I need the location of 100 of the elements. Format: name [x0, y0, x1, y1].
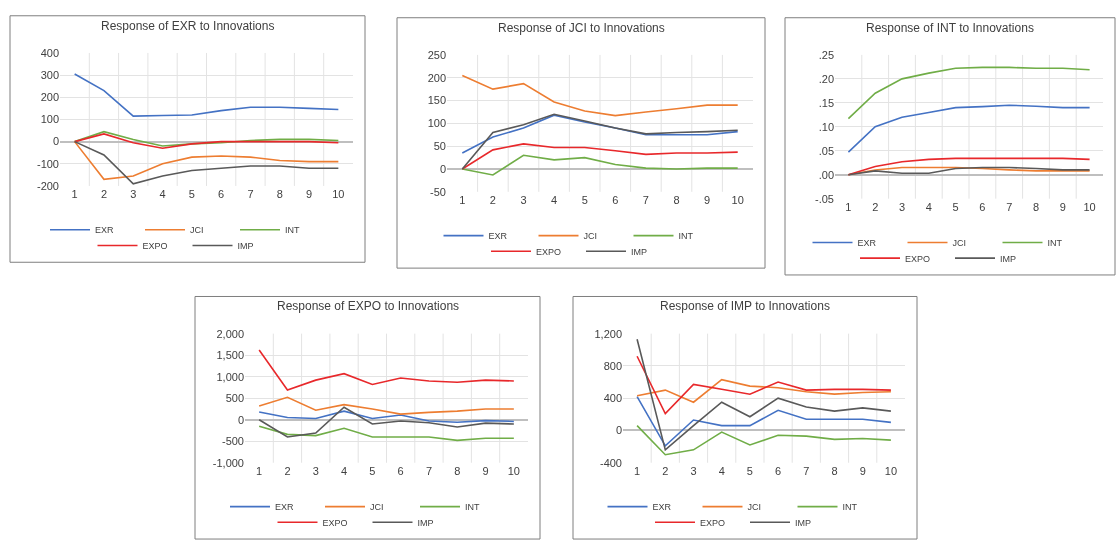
- y-tick-label: 100: [427, 117, 446, 130]
- chart-title: Response of INT to Innovations: [866, 21, 1034, 35]
- x-tick-label: 5: [746, 464, 753, 477]
- x-tick-label: 3: [130, 187, 137, 200]
- legend-label: EXPO: [905, 253, 931, 264]
- legend-label: EXPO: [142, 240, 168, 251]
- x-tick-label: 1: [634, 464, 641, 477]
- legend-label: JCI: [370, 502, 384, 513]
- line-series: [847, 157, 1091, 176]
- y-tick-label: -.05: [815, 192, 834, 205]
- line-series: [847, 66, 1091, 120]
- y-tick-label: 1,500: [216, 349, 244, 362]
- y-tick-label: .10: [818, 120, 834, 133]
- y-tick-label: 400: [40, 46, 59, 59]
- x-tick-label: 2: [284, 464, 291, 477]
- legend-label: IMP: [237, 240, 254, 251]
- x-tick-label: 1: [256, 464, 263, 477]
- chart-title: Response of EXR to Innovations: [101, 19, 275, 33]
- legend-label: EXR: [652, 502, 672, 513]
- legend-label: INT: [285, 225, 300, 236]
- legend-label: EXPO: [322, 517, 348, 528]
- y-tick-label: 300: [40, 68, 59, 81]
- x-tick-label: 3: [520, 193, 527, 206]
- x-tick-label: 6: [397, 464, 404, 477]
- legend-label: EXPO: [536, 246, 562, 257]
- x-tick-label: 10: [332, 187, 345, 200]
- x-tick-label: 10: [1083, 200, 1096, 213]
- line-series: [73, 73, 340, 117]
- x-tick-label: 9: [482, 464, 489, 477]
- line-series: [636, 424, 892, 456]
- x-tick-label: 5: [952, 200, 959, 213]
- x-tick-label: 7: [425, 464, 433, 477]
- legend-label: EXR: [488, 231, 508, 242]
- x-tick-label: 6: [775, 464, 782, 477]
- x-tick-label: 8: [831, 464, 838, 477]
- x-tick-label: 9: [859, 464, 866, 477]
- chart-title: Response of IMP to Innovations: [660, 299, 830, 313]
- legend-label: EXR: [857, 238, 877, 249]
- legend-label: JCI: [747, 502, 761, 513]
- y-tick-label: .00: [818, 168, 834, 181]
- line-series: [461, 114, 739, 154]
- x-tick-label: 2: [872, 200, 879, 213]
- x-tick-label: 6: [218, 187, 225, 200]
- y-tick-label: 2,000: [216, 327, 244, 340]
- y-tick-label: 0: [52, 135, 59, 148]
- legend-label: IMP: [795, 517, 812, 528]
- x-tick-label: 4: [551, 193, 558, 206]
- line-series: [847, 166, 1091, 176]
- y-tick-label: 400: [603, 392, 622, 405]
- x-tick-label: 1: [459, 193, 466, 206]
- x-tick-label: 4: [159, 187, 166, 200]
- y-tick-label: -500: [221, 435, 244, 448]
- x-tick-label: 7: [803, 464, 810, 477]
- x-tick-label: 8: [1032, 200, 1040, 213]
- x-tick-label: 8: [673, 193, 680, 206]
- legend-label: EXPO: [700, 517, 726, 528]
- x-tick-label: 9: [1059, 200, 1066, 213]
- x-tick-label: 5: [188, 187, 195, 200]
- legend-label: IMP: [417, 517, 434, 528]
- legend-label: INT: [1047, 238, 1063, 249]
- legend-label: JCI: [583, 231, 597, 242]
- y-tick-label: 200: [40, 91, 59, 104]
- x-tick-label: 7: [1006, 200, 1013, 213]
- x-tick-label: 3: [312, 464, 319, 477]
- line-series: [847, 104, 1091, 153]
- x-tick-label: 10: [884, 464, 898, 477]
- y-tick-label: 0: [615, 424, 622, 437]
- x-tick-label: 9: [704, 193, 711, 206]
- legend-label: IMP: [1000, 253, 1017, 264]
- y-tick-label: 1,200: [594, 327, 622, 340]
- y-tick-label: -1,000: [212, 456, 244, 469]
- y-tick-label: 200: [427, 71, 446, 84]
- legend-label: IMP: [631, 246, 648, 257]
- y-tick-label: 50: [433, 140, 446, 153]
- x-tick-label: 6: [612, 193, 619, 206]
- y-tick-label: .05: [818, 144, 834, 157]
- legend-label: EXR: [95, 225, 115, 236]
- line-series: [258, 410, 515, 424]
- line-series: [258, 349, 515, 391]
- y-tick-label: 0: [237, 413, 244, 426]
- y-tick-label: -50: [430, 185, 446, 198]
- x-tick-label: 5: [369, 464, 376, 477]
- line-series: [636, 378, 892, 404]
- y-tick-label: -400: [599, 456, 622, 469]
- line-series: [258, 406, 515, 438]
- legend-label: JCI: [190, 225, 204, 236]
- line-series: [636, 395, 892, 447]
- x-tick-label: 1: [71, 187, 78, 200]
- x-tick-label: 4: [340, 464, 348, 477]
- x-tick-label: 7: [642, 193, 649, 206]
- y-tick-label: 100: [40, 113, 59, 126]
- y-tick-label: 800: [603, 359, 622, 372]
- legend-label: JCI: [952, 238, 966, 249]
- legend-label: INT: [678, 231, 694, 242]
- y-tick-label: 250: [427, 48, 446, 61]
- x-tick-label: 4: [718, 464, 725, 477]
- y-tick-label: 150: [427, 94, 446, 107]
- line-series: [636, 338, 892, 451]
- x-tick-label: 10: [731, 193, 744, 206]
- line-series: [461, 143, 739, 170]
